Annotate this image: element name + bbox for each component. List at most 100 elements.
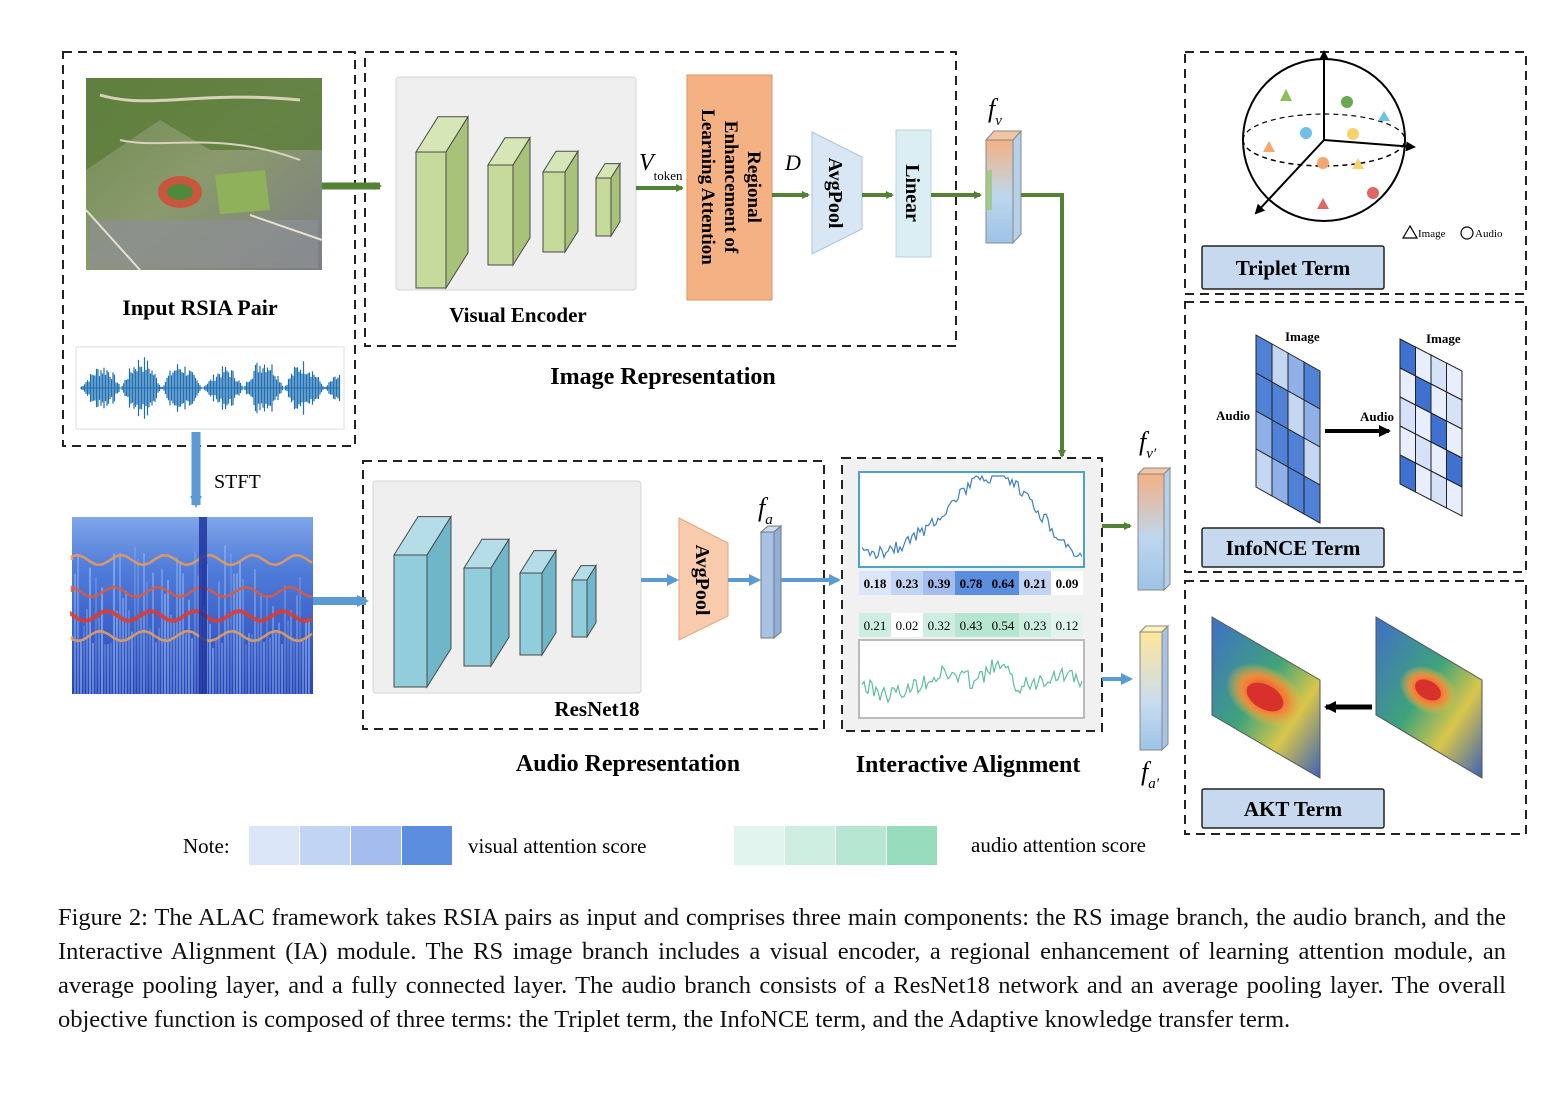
spectrogram-column <box>176 557 178 694</box>
spectrogram-column <box>257 619 259 694</box>
spectrogram-column <box>131 631 133 694</box>
score-cell <box>1051 571 1083 595</box>
image-avgpool <box>811 131 863 255</box>
image-representation-title: Image Representation <box>550 364 776 390</box>
score-cell <box>891 613 923 637</box>
spectrogram-column <box>116 610 118 694</box>
fa-label: fa <box>758 493 773 528</box>
score-value: 0.23 <box>896 576 919 591</box>
rela-line-1: Regional <box>743 151 764 223</box>
score-value: 0.43 <box>960 618 983 633</box>
ia-visual-plot <box>858 471 1085 568</box>
infonce-term-title: InfoNCE Term <box>1226 536 1361 560</box>
spectrogram-column <box>173 619 175 694</box>
ia-title: Interactive Alignment <box>856 752 1081 778</box>
input-panel-border <box>62 51 356 447</box>
score-value: 0.78 <box>960 576 983 591</box>
spectrogram-column <box>113 553 115 694</box>
spectrogram-column <box>170 614 172 694</box>
spectrogram-column <box>83 626 85 694</box>
spectrogram-column <box>188 599 190 694</box>
spectrogram-column <box>284 585 286 694</box>
spectrogram-column <box>233 574 235 694</box>
image-representation-border <box>364 51 957 347</box>
audio-legend-label: audio attention score <box>971 833 1146 857</box>
legend-swatch <box>249 826 299 865</box>
spectrogram-column <box>290 609 292 694</box>
score-value: 0.02 <box>896 618 919 633</box>
infonce-right-image-label: Image <box>1426 331 1461 346</box>
spectrogram-column <box>191 638 193 694</box>
spectrogram-column <box>110 642 112 694</box>
rela-module <box>686 74 773 301</box>
legend-swatch <box>734 826 784 865</box>
stft-label: STFT <box>214 471 261 493</box>
infonce-left-matrix <box>1255 334 1321 524</box>
spectrogram-column <box>281 644 283 694</box>
triplet-term-box <box>1201 245 1385 290</box>
spectrogram-column <box>215 639 217 694</box>
spectrogram-column <box>293 637 295 694</box>
spectrogram-silence <box>199 517 207 694</box>
score-value: 0.18 <box>864 576 887 591</box>
spectrogram-column <box>302 641 304 694</box>
infonce-term-box <box>1201 527 1385 568</box>
spectrogram-band <box>70 553 313 567</box>
spectrogram-column <box>248 633 250 694</box>
spectrogram-column <box>107 644 109 694</box>
spectrogram-column <box>104 644 106 694</box>
audio-score-row: 0.21 0.02 0.32 0.43 0.54 0.23 0.12 <box>859 613 1083 637</box>
score-cell <box>955 571 987 595</box>
score-value: 0.64 <box>992 576 1015 591</box>
score-value: 0.09 <box>1056 576 1079 591</box>
spectrogram-column <box>161 568 163 694</box>
spectrogram-column <box>122 598 124 694</box>
spectrogram-column <box>308 618 310 694</box>
spectrogram-column <box>167 579 169 694</box>
visual-score-legend <box>249 826 452 865</box>
spectrogram-column <box>230 553 232 694</box>
akt-term-box <box>1201 788 1385 829</box>
spectrogram-column <box>158 627 160 694</box>
encoder-block-front <box>571 579 588 638</box>
spectrogram-column <box>137 558 139 694</box>
fv-prime-vector <box>1136 466 1172 592</box>
score-cell <box>1051 613 1083 637</box>
infonce-arrow-label: Audio <box>1360 409 1394 424</box>
rela-line-3: Learning Attention <box>697 109 718 265</box>
visual-encoder-blocks <box>415 115 621 290</box>
spectrogram-column <box>128 610 130 694</box>
visual-encoder-label: Visual Encoder <box>449 303 586 327</box>
encoder-block-front <box>415 151 447 289</box>
audio-waveform <box>75 346 345 430</box>
spectrogram-column <box>119 552 121 694</box>
spectrogram-column <box>146 581 148 694</box>
spectrogram-column <box>95 577 97 694</box>
fv-to-ia-arrow <box>1021 193 1066 458</box>
spectrogram-column <box>227 613 229 694</box>
spectrogram-column <box>251 634 253 694</box>
ia-audio-signal <box>861 659 1083 704</box>
spectrogram-column <box>143 553 145 694</box>
akt-panel-border <box>1184 580 1527 835</box>
spectrogram-column <box>80 640 82 694</box>
spectrogram-column <box>275 632 277 694</box>
v-token-label: Vtoken <box>639 150 683 183</box>
fv-vector <box>984 129 1023 245</box>
spectrogram-column <box>194 551 196 694</box>
score-value: 0.12 <box>1056 618 1079 633</box>
rela-line-2: Enhancement of <box>720 121 741 254</box>
triplet-legend-image: Image <box>1418 228 1446 240</box>
note-label: Note: <box>183 834 230 858</box>
akt-term-title: AKT Term <box>1244 797 1343 821</box>
linear-label: Linear <box>901 164 923 222</box>
score-value: 0.54 <box>992 618 1015 633</box>
triplet-legend-audio: Audio <box>1475 228 1503 240</box>
spectrogram-column <box>254 569 256 694</box>
resnet-blocks <box>393 514 597 689</box>
spectrogram-column <box>89 567 91 694</box>
encoder-block-front <box>542 171 566 253</box>
score-cell <box>955 613 987 637</box>
linear-layer <box>895 129 932 258</box>
legend-swatch <box>887 826 937 865</box>
